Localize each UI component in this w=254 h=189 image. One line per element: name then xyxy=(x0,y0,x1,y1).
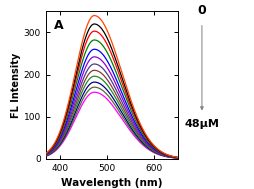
Y-axis label: FL Intensity: FL Intensity xyxy=(11,52,21,118)
Text: 48μM: 48μM xyxy=(184,119,219,129)
Text: A: A xyxy=(54,19,63,32)
X-axis label: Wavelength (nm): Wavelength (nm) xyxy=(61,178,163,188)
Text: 0: 0 xyxy=(198,4,206,17)
